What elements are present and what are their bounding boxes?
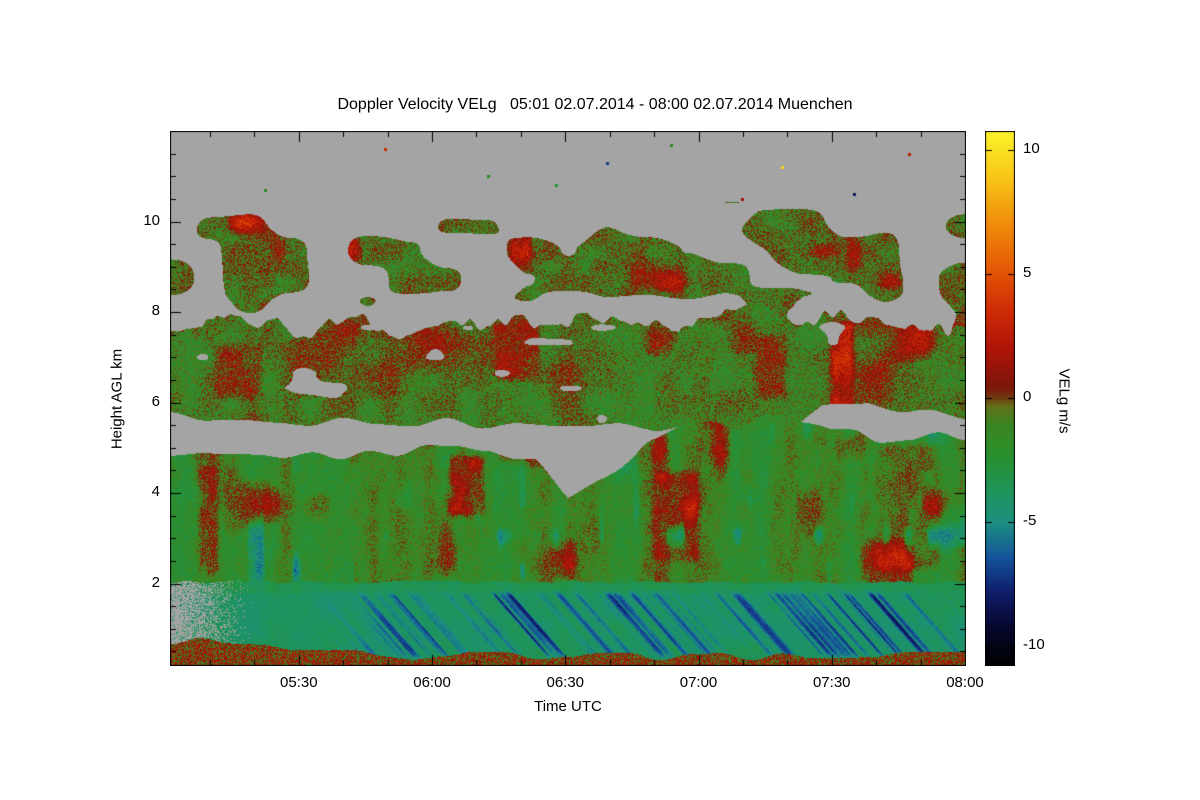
colorbar-tick-label: 5 [1023,263,1032,281]
x-tick-label: 07:00 [679,674,718,691]
x-tick-label: 08:00 [946,674,984,691]
y-tick-label: 10 [143,211,160,229]
colorbar-tick-label: -10 [1023,636,1045,654]
y-tick-label: 2 [151,573,160,591]
y-tick-label: 6 [151,392,160,410]
x-tick-label: 07:30 [812,674,851,691]
x-tick-label: 06:30 [546,674,585,691]
chart-title: Doppler Velocity VELg 05:01 02.07.2014 -… [337,96,853,113]
x-axis-label: Time UTC [534,698,602,715]
y-tick-label: 8 [151,302,160,320]
x-tick-label: 05:30 [280,674,318,691]
x-tick-label: 06:00 [413,674,451,691]
colorbar-tick-label: -5 [1023,512,1037,530]
heatmap-canvas [170,131,966,666]
colorbar-tick-label: 0 [1023,388,1032,405]
y-tick-label: 4 [151,483,160,501]
colorbar-canvas [985,131,1015,666]
colorbar-tick-label: 10 [1023,139,1040,157]
